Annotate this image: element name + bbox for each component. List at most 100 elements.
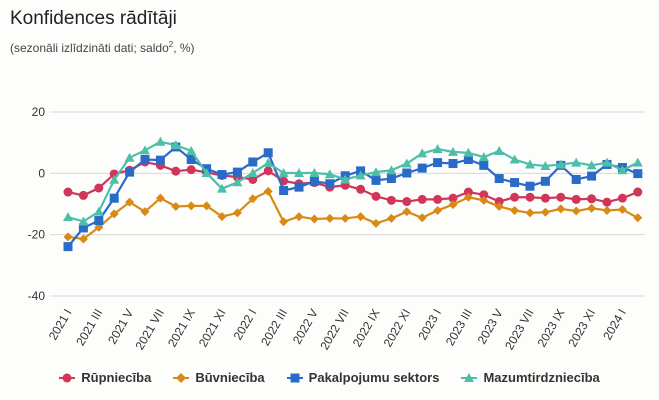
data-point-mazumtirdznieciba (278, 168, 289, 178)
data-point-buvnieciba (510, 205, 520, 215)
legend-label: Rūpniecība (81, 370, 152, 385)
data-point-rupnieciba (248, 174, 258, 184)
data-point-buvnieciba (63, 232, 73, 242)
legend-label: Mazumtirdzniecība (483, 370, 600, 385)
data-point-mazumtirdznieciba (571, 157, 582, 167)
data-point-buvnieciba (587, 203, 597, 213)
data-point-pakalpojumu (263, 148, 273, 158)
data-point-rupnieciba (386, 195, 396, 205)
data-point-mazumtirdznieciba (478, 152, 489, 162)
data-point-mazumtirdznieciba (555, 159, 566, 169)
data-point-buvnieciba (525, 208, 535, 218)
legend-diamond-icon (173, 372, 190, 383)
legend-item[interactable]: Pakalpojumu sektors (286, 370, 440, 385)
data-point-pakalpojumu (232, 167, 242, 177)
y-tick-label: 20 (32, 105, 46, 119)
data-point-buvnieciba (279, 217, 289, 227)
data-point-pakalpojumu (309, 176, 319, 186)
x-tick-label: 2023 VII (502, 307, 536, 353)
data-point-buvnieciba (402, 207, 412, 217)
x-tick-label: 2021 IX (165, 307, 198, 350)
legend-item[interactable]: Mazumtirdzniecība (461, 370, 600, 385)
chart-subtitle: (sezonāli izlīdzināti dati; saldo2, %) (10, 40, 195, 55)
data-point-rupnieciba (510, 192, 520, 202)
data-point-pakalpojumu (294, 182, 304, 192)
legend-item[interactable]: Būvniecība (173, 370, 265, 385)
data-point-rupnieciba (556, 192, 566, 202)
data-point-buvnieciba (232, 208, 242, 218)
data-point-mazumtirdznieciba (586, 160, 597, 170)
data-point-rupnieciba (433, 194, 443, 204)
data-point-rupnieciba (479, 190, 489, 200)
data-point-buvnieciba (140, 207, 150, 217)
data-point-buvnieciba (479, 195, 489, 205)
subtitle-text-end: , %) (173, 41, 195, 55)
data-point-mazumtirdznieciba (309, 168, 320, 178)
data-point-mazumtirdznieciba (371, 167, 381, 177)
x-tick-label: 2023 III (443, 307, 475, 349)
data-point-pakalpojumu (633, 169, 643, 179)
data-point-buvnieciba (371, 218, 381, 228)
data-point-pakalpojumu (525, 181, 535, 191)
data-point-rupnieciba (186, 165, 196, 175)
data-point-rupnieciba (525, 192, 535, 202)
data-point-pakalpojumu (433, 158, 443, 168)
data-point-buvnieciba (155, 193, 165, 203)
data-point-mazumtirdznieciba (617, 165, 628, 175)
data-point-rupnieciba (417, 194, 427, 204)
data-point-rupnieciba (263, 166, 273, 176)
data-point-buvnieciba (186, 201, 196, 211)
series-line-rupnieciba (67, 160, 639, 204)
legend-label: Pakalpojumu sektors (308, 370, 440, 385)
x-tick-label: 2021 VII (133, 307, 167, 353)
data-point-pakalpojumu (217, 170, 227, 180)
legend: Rūpniecība Būvniecība Pakalpojumu sektors M… (0, 370, 659, 385)
x-tick-label: 2021 III (73, 307, 105, 349)
legend-circle-icon (59, 373, 76, 382)
data-point-mazumtirdznieciba (294, 168, 304, 178)
data-point-buvnieciba (540, 207, 550, 217)
data-point-mazumtirdznieciba (140, 145, 150, 155)
data-point-pakalpojumu (109, 193, 119, 203)
x-tick-label: 2024 I (600, 307, 629, 343)
data-point-pakalpojumu (494, 174, 504, 184)
data-point-rupnieciba (587, 194, 597, 204)
data-point-buvnieciba (494, 201, 504, 211)
data-point-mazumtirdznieciba (78, 216, 89, 226)
x-tick-label: 2021 I (46, 307, 75, 343)
data-point-rupnieciba (463, 187, 473, 197)
legend-square-icon (286, 373, 303, 382)
data-point-buvnieciba (448, 200, 458, 210)
x-tick-label: 2022 IX (350, 307, 383, 350)
data-point-rupnieciba (540, 193, 550, 203)
data-point-buvnieciba (417, 213, 427, 223)
data-point-mazumtirdznieciba (247, 168, 258, 178)
data-point-rupnieciba (371, 191, 381, 201)
legend-triangle-icon (461, 372, 478, 382)
data-point-buvnieciba (602, 205, 612, 215)
data-point-mazumtirdznieciba (340, 174, 351, 184)
data-point-buvnieciba (325, 213, 335, 223)
x-tick-label: 2022 XI (381, 307, 414, 350)
x-tick-label: 2023 V (475, 307, 506, 347)
subtitle-text: (sezonāli izlīdzināti dati; saldo (10, 41, 169, 55)
data-point-mazumtirdznieciba (540, 160, 551, 170)
data-point-mazumtirdznieciba (124, 152, 135, 162)
data-point-buvnieciba (248, 194, 258, 204)
legend-label: Būvniecība (195, 370, 265, 385)
x-tick-label: 2022 I (231, 307, 260, 343)
legend-item[interactable]: Rūpniecība (59, 370, 151, 385)
x-tick-label: 2021 XI (196, 307, 229, 350)
data-point-pakalpojumu (587, 171, 597, 181)
data-point-rupnieciba (78, 190, 88, 200)
data-point-rupnieciba (63, 187, 73, 197)
data-point-mazumtirdznieciba (386, 165, 397, 175)
data-point-mazumtirdznieciba (232, 177, 243, 187)
data-point-buvnieciba (633, 213, 643, 223)
data-point-pakalpojumu (402, 168, 412, 178)
data-point-mazumtirdznieciba (109, 174, 120, 184)
data-point-pakalpojumu (63, 242, 73, 252)
data-point-buvnieciba (263, 186, 273, 196)
data-point-mazumtirdznieciba (432, 144, 443, 154)
